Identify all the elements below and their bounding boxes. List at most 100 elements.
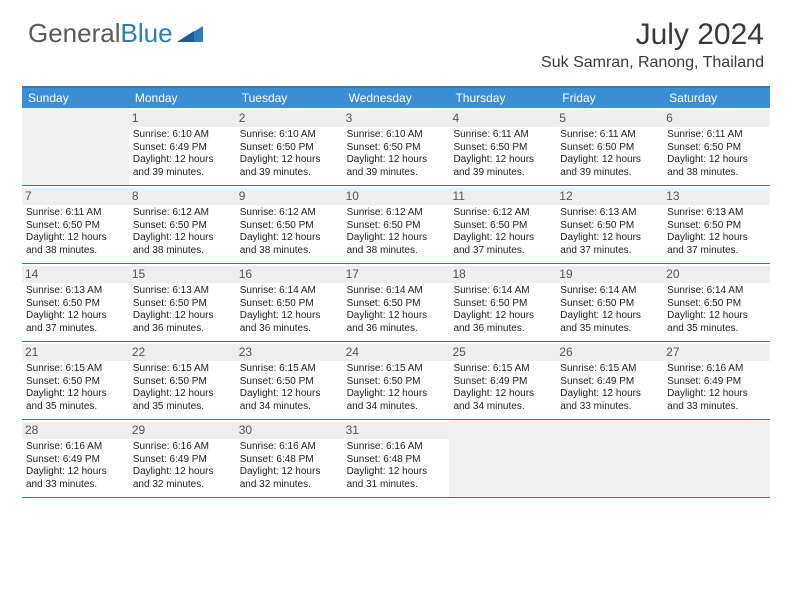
- sunrise-line: Sunrise: 6:12 AM: [240, 207, 339, 220]
- sunrise-line: Sunrise: 6:11 AM: [26, 207, 125, 220]
- sunrise-line: Sunrise: 6:15 AM: [26, 363, 125, 376]
- sunrise-line: Sunrise: 6:15 AM: [240, 363, 339, 376]
- logo-text-gray: General: [28, 18, 121, 49]
- daylight-line: Daylight: 12 hours and 38 minutes.: [347, 232, 446, 257]
- day-number: 8: [129, 188, 236, 205]
- day-cell: 9Sunrise: 6:12 AMSunset: 6:50 PMDaylight…: [236, 186, 343, 263]
- sunset-line: Sunset: 6:50 PM: [453, 142, 552, 155]
- day-cell: 20Sunrise: 6:14 AMSunset: 6:50 PMDayligh…: [663, 264, 770, 341]
- sunset-line: Sunset: 6:50 PM: [240, 142, 339, 155]
- day-cell: 17Sunrise: 6:14 AMSunset: 6:50 PMDayligh…: [343, 264, 450, 341]
- sunrise-line: Sunrise: 6:14 AM: [240, 285, 339, 298]
- day-cell: 24 Sunrise: 6:15 AMSunset: 6:50 PMDayligh…: [343, 342, 450, 419]
- day-cell-empty: [556, 420, 663, 497]
- day-cell: 15 Sunrise: 6:13 AMSunset: 6:50 PMDayligh…: [129, 264, 236, 341]
- day-cell: 11Sunrise: 6:12 AMSunset: 6:50 PMDayligh…: [449, 186, 556, 263]
- day-number: 15: [129, 266, 236, 283]
- daylight-line: Daylight: 12 hours and 36 minutes.: [453, 310, 552, 335]
- day-cell-empty: [663, 420, 770, 497]
- daylight-line: Daylight: 12 hours and 34 minutes.: [347, 388, 446, 413]
- daylight-line: Daylight: 12 hours and 37 minutes.: [560, 232, 659, 257]
- daylight-line: Daylight: 12 hours and 32 minutes.: [240, 466, 339, 491]
- dow-cell: Wednesday: [343, 88, 450, 108]
- day-of-week-header: SundayMondayTuesdayWednesdayThursdayFrid…: [22, 88, 770, 108]
- sunrise-line: Sunrise: 6:10 AM: [133, 129, 232, 142]
- sunset-line: Sunset: 6:50 PM: [667, 142, 766, 155]
- daylight-line: Daylight: 12 hours and 35 minutes.: [560, 310, 659, 335]
- week-row: 21Sunrise: 6:15 AMSunset: 6:50 PMDayligh…: [22, 342, 770, 420]
- sunrise-line: Sunrise: 6:13 AM: [133, 285, 232, 298]
- daylight-line: Daylight: 12 hours and 35 minutes.: [667, 310, 766, 335]
- sunrise-line: Sunrise: 6:15 AM: [560, 363, 659, 376]
- logo-text-blue: Blue: [121, 18, 173, 49]
- day-cell: 8Sunrise: 6:12 AMSunset: 6:50 PMDaylight…: [129, 186, 236, 263]
- sunrise-line: Sunrise: 6:16 AM: [26, 441, 125, 454]
- calendar: SundayMondayTuesdayWednesdayThursdayFrid…: [22, 86, 770, 498]
- sunset-line: Sunset: 6:50 PM: [240, 376, 339, 389]
- daylight-line: Daylight: 12 hours and 38 minutes.: [240, 232, 339, 257]
- sunrise-line: Sunrise: 6:16 AM: [133, 441, 232, 454]
- day-cell: 4 Sunrise: 6:11 AMSunset: 6:50 PMDaylight…: [449, 108, 556, 185]
- daylight-line: Daylight: 12 hours and 39 minutes.: [453, 154, 552, 179]
- day-cell: 14Sunrise: 6:13 AMSunset: 6:50 PMDayligh…: [22, 264, 129, 341]
- day-number: 26: [556, 344, 663, 361]
- day-number: 23: [236, 344, 343, 361]
- day-number: 20: [663, 266, 770, 283]
- sunset-line: Sunset: 6:50 PM: [240, 298, 339, 311]
- daylight-line: Daylight: 12 hours and 38 minutes.: [26, 232, 125, 257]
- sunset-line: Sunset: 6:49 PM: [667, 376, 766, 389]
- sunrise-line: Sunrise: 6:11 AM: [453, 129, 552, 142]
- day-number: 31: [343, 422, 450, 439]
- day-cell: 18Sunrise: 6:14 AMSunset: 6:50 PMDayligh…: [449, 264, 556, 341]
- day-cell: 30Sunrise: 6:16 AMSunset: 6:48 PMDayligh…: [236, 420, 343, 497]
- sunset-line: Sunset: 6:50 PM: [347, 376, 446, 389]
- daylight-line: Daylight: 12 hours and 33 minutes.: [26, 466, 125, 491]
- day-cell: 19Sunrise: 6:14 AMSunset: 6:50 PMDayligh…: [556, 264, 663, 341]
- sunset-line: Sunset: 6:50 PM: [133, 298, 232, 311]
- sunset-line: Sunset: 6:50 PM: [453, 298, 552, 311]
- day-number: 9: [236, 188, 343, 205]
- daylight-line: Daylight: 12 hours and 39 minutes.: [240, 154, 339, 179]
- logo: GeneralBlue: [28, 18, 203, 49]
- sunset-line: Sunset: 6:50 PM: [347, 220, 446, 233]
- sunset-line: Sunset: 6:50 PM: [133, 376, 232, 389]
- sunrise-line: Sunrise: 6:16 AM: [240, 441, 339, 454]
- day-cell: 25Sunrise: 6:15 AMSunset: 6:49 PMDayligh…: [449, 342, 556, 419]
- day-cell: 22Sunrise: 6:15 AMSunset: 6:50 PMDayligh…: [129, 342, 236, 419]
- daylight-line: Daylight: 12 hours and 36 minutes.: [347, 310, 446, 335]
- day-cell: 31Sunrise: 6:16 AMSunset: 6:48 PMDayligh…: [343, 420, 450, 497]
- day-cell: 27Sunrise: 6:16 AMSunset: 6:49 PMDayligh…: [663, 342, 770, 419]
- sunrise-line: Sunrise: 6:12 AM: [453, 207, 552, 220]
- week-row: 7Sunrise: 6:11 AMSunset: 6:50 PMDaylight…: [22, 186, 770, 264]
- day-number: 30: [236, 422, 343, 439]
- sunset-line: Sunset: 6:50 PM: [560, 298, 659, 311]
- day-cell: 28Sunrise: 6:16 AMSunset: 6:49 PMDayligh…: [22, 420, 129, 497]
- day-number: 12: [556, 188, 663, 205]
- daylight-line: Daylight: 12 hours and 35 minutes.: [26, 388, 125, 413]
- week-row: 28Sunrise: 6:16 AMSunset: 6:49 PMDayligh…: [22, 420, 770, 498]
- day-number: 6: [663, 110, 770, 127]
- sunrise-line: Sunrise: 6:10 AM: [240, 129, 339, 142]
- day-cell: 10Sunrise: 6:12 AMSunset: 6:50 PMDayligh…: [343, 186, 450, 263]
- sunset-line: Sunset: 6:49 PM: [133, 454, 232, 467]
- daylight-line: Daylight: 12 hours and 36 minutes.: [133, 310, 232, 335]
- day-number: 4: [449, 110, 556, 127]
- sunset-line: Sunset: 6:50 PM: [453, 220, 552, 233]
- sunrise-line: Sunrise: 6:16 AM: [667, 363, 766, 376]
- daylight-line: Daylight: 12 hours and 34 minutes.: [240, 388, 339, 413]
- sunset-line: Sunset: 6:50 PM: [347, 298, 446, 311]
- daylight-line: Daylight: 12 hours and 39 minutes.: [347, 154, 446, 179]
- weeks-container: 1Sunrise: 6:10 AMSunset: 6:49 PMDaylight…: [22, 108, 770, 498]
- sunset-line: Sunset: 6:50 PM: [560, 220, 659, 233]
- sunrise-line: Sunrise: 6:15 AM: [347, 363, 446, 376]
- daylight-line: Daylight: 12 hours and 35 minutes.: [133, 388, 232, 413]
- sunrise-line: Sunrise: 6:12 AM: [347, 207, 446, 220]
- day-number: 24: [343, 344, 450, 361]
- day-cell: 3Sunrise: 6:10 AMSunset: 6:50 PMDaylight…: [343, 108, 450, 185]
- day-number: 29: [129, 422, 236, 439]
- day-number: 11: [449, 188, 556, 205]
- daylight-line: Daylight: 12 hours and 36 minutes.: [240, 310, 339, 335]
- daylight-line: Daylight: 12 hours and 37 minutes.: [667, 232, 766, 257]
- daylight-line: Daylight: 12 hours and 38 minutes.: [133, 232, 232, 257]
- daylight-line: Daylight: 12 hours and 39 minutes.: [560, 154, 659, 179]
